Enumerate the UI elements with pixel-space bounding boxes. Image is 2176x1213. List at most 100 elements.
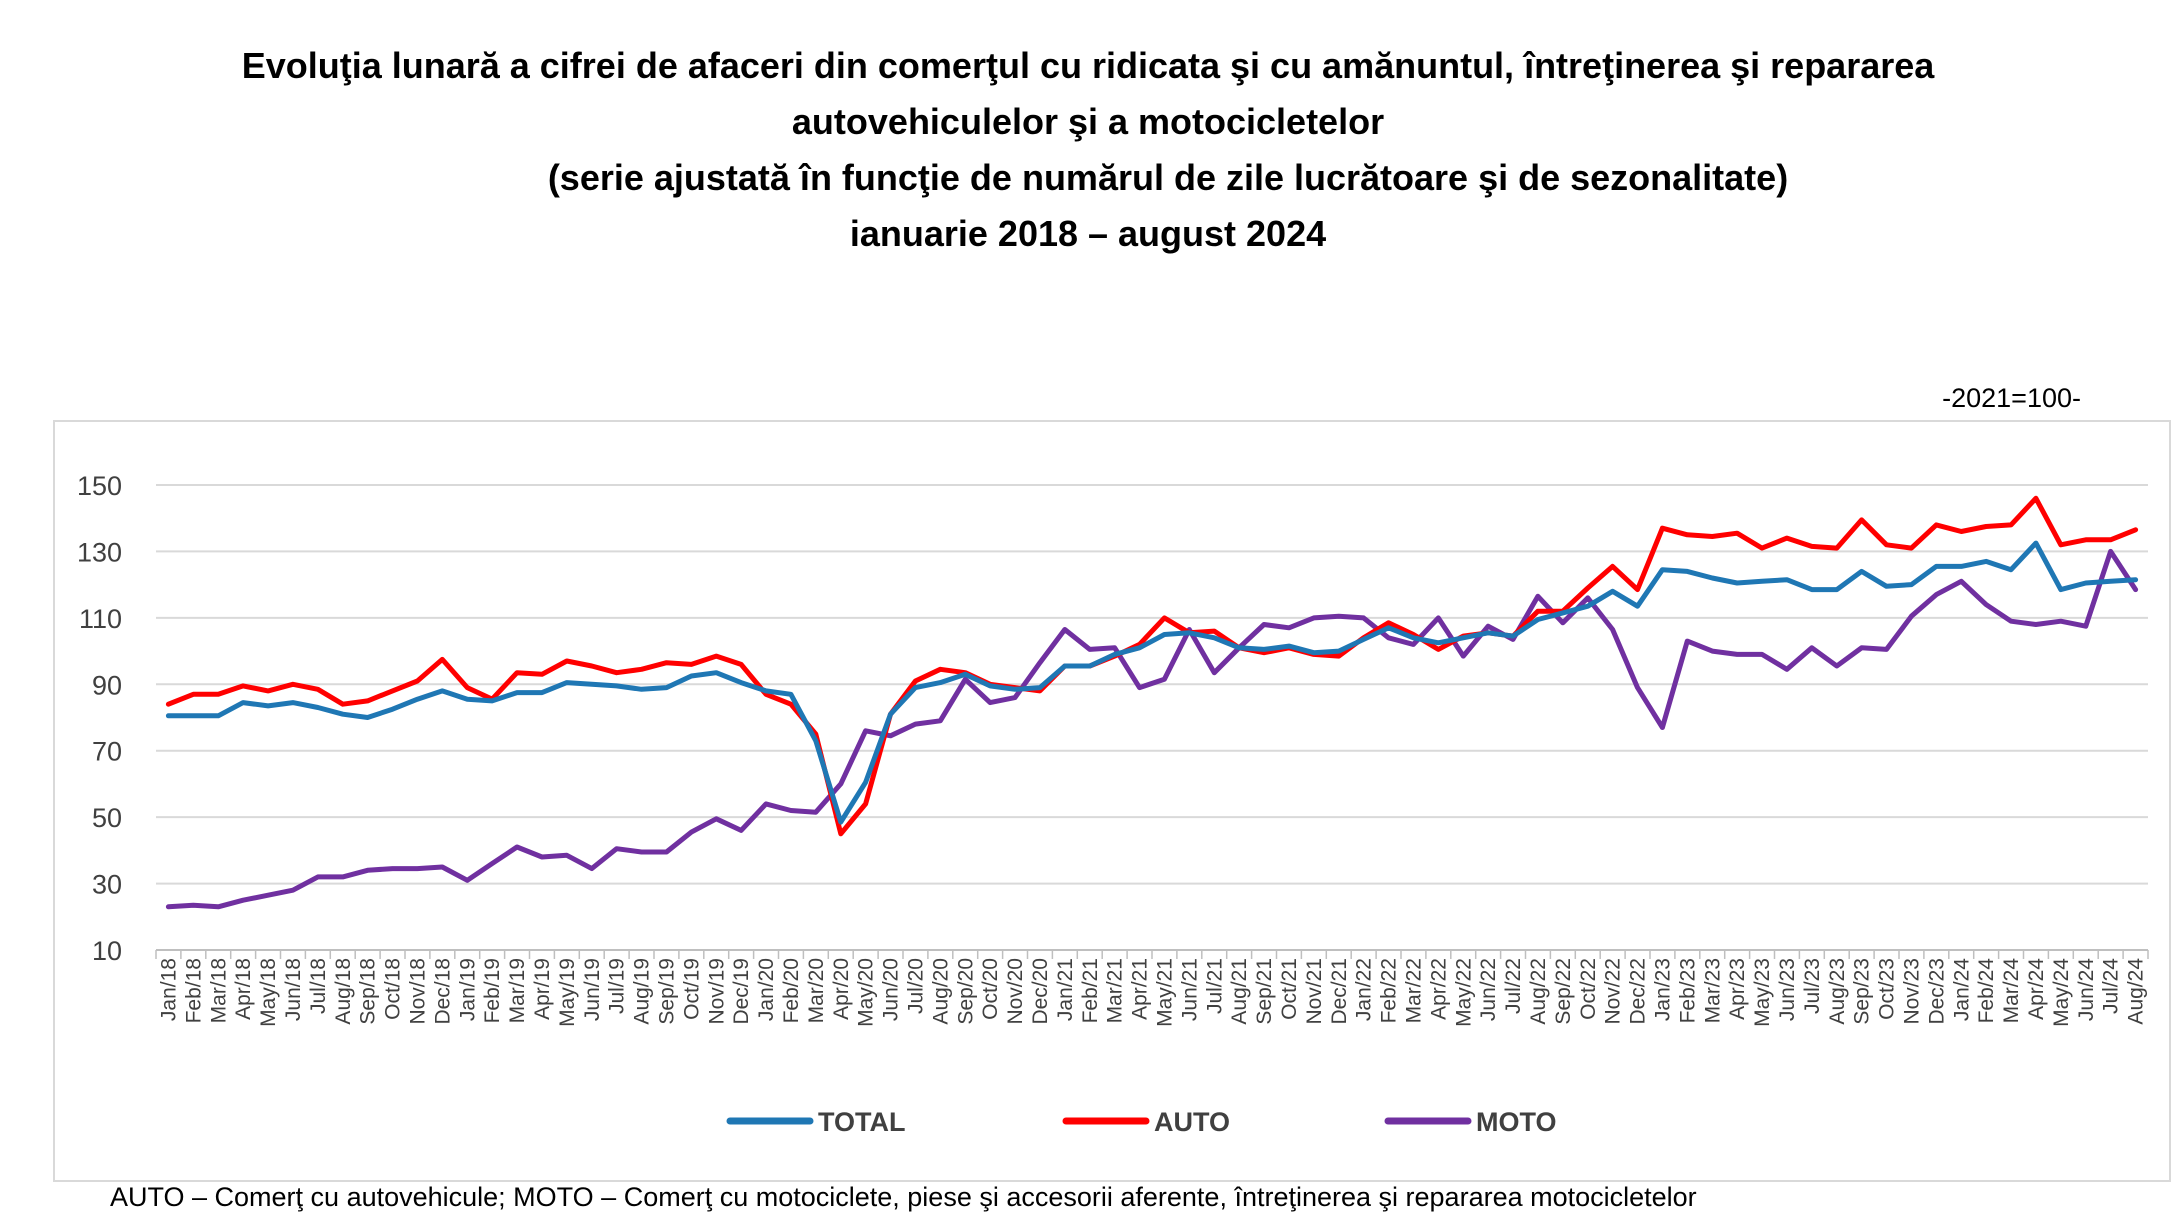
legend-item-moto: MOTO [1384, 1107, 1557, 1137]
x-tick-label: Apr/24 [2025, 958, 2048, 1020]
x-tick-label: Aug/24 [2125, 958, 2148, 1025]
x-tick-label: Jul/23 [1801, 958, 1824, 1014]
x-tick-label: Jul/20 [904, 958, 927, 1014]
x-tick-label: May/21 [1153, 958, 1176, 1027]
x-tick-label: Dec/19 [730, 958, 753, 1025]
y-tick-label: 150 [77, 471, 122, 501]
legend-item-total: TOTAL [726, 1107, 906, 1137]
x-tick-label: Nov/18 [406, 958, 429, 1025]
x-tick-label: Apr/21 [1129, 958, 1152, 1020]
y-tick-label: 90 [92, 670, 122, 700]
x-tick-label: Feb/20 [780, 958, 803, 1023]
x-tick-label: Mar/24 [2000, 958, 2023, 1024]
x-tick-label: Aug/23 [1826, 958, 1849, 1025]
y-tick-label: 50 [92, 803, 122, 833]
x-tick-label: Dec/22 [1627, 958, 1650, 1025]
x-tick-label: May/18 [257, 958, 280, 1027]
series-line-auto [165, 495, 2139, 837]
x-tick-label: Jan/19 [456, 958, 479, 1021]
x-tick-label: Mar/22 [1402, 958, 1425, 1023]
x-tick-label: Jul/24 [2100, 958, 2123, 1014]
x-tick-label: Feb/23 [1676, 958, 1699, 1023]
x-tick-label: Jun/21 [1178, 958, 1201, 1021]
legend-label: TOTAL [818, 1107, 906, 1137]
legend: TOTAL AUTO MOTO [726, 1107, 1557, 1137]
x-tick-label: Oct/19 [680, 958, 703, 1020]
footer-note: AUTO – Comerţ cu autovehicule; MOTO – Co… [110, 1182, 1697, 1212]
series-line-total [165, 540, 2139, 825]
x-tick-label: Oct/22 [1577, 958, 1600, 1020]
x-tick-label: Dec/20 [1029, 958, 1052, 1025]
series-line-moto [165, 548, 2139, 910]
legend-label: AUTO [1154, 1107, 1230, 1137]
x-tick-label: Jun/18 [282, 958, 305, 1021]
x-tick-label: Jul/18 [307, 958, 330, 1014]
x-tick-label: Jan/20 [755, 958, 778, 1021]
x-tick-label: Mar/23 [1701, 958, 1724, 1023]
x-tick-label: May/22 [1452, 958, 1475, 1027]
x-tick-label: Sep/23 [1851, 958, 1874, 1025]
x-tick-label: Sep/19 [655, 958, 678, 1025]
x-tick-label: Sep/18 [357, 958, 380, 1025]
x-tick-label: Jun/24 [2075, 958, 2098, 1021]
x-tick-label: Jul/19 [606, 958, 629, 1014]
x-tick-label: Jun/22 [1477, 958, 1500, 1021]
x-tick-label: Jan/18 [157, 958, 180, 1021]
x-tick-label: Sep/22 [1552, 958, 1575, 1025]
legend-item-auto: AUTO [1062, 1107, 1230, 1137]
x-tick-label: Oct/18 [382, 958, 405, 1020]
x-tick-label: May/24 [2050, 958, 2073, 1027]
x-tick-label: Nov/20 [1004, 958, 1027, 1025]
x-tick-label: Aug/22 [1527, 958, 1550, 1025]
x-tick-label: Nov/23 [1900, 958, 1923, 1025]
x-tick-label: Mar/20 [805, 958, 828, 1023]
title-line-3: (serie ajustată în funcţie de numărul de… [547, 157, 1789, 198]
x-tick-label: Dec/18 [431, 958, 454, 1025]
x-tick-label: Jul/22 [1502, 958, 1525, 1014]
x-tick-label: Apr/20 [830, 958, 853, 1020]
x-tick-label: May/19 [556, 958, 579, 1027]
x-tick-label: Apr/23 [1726, 958, 1749, 1020]
x-tick-label: Nov/21 [1303, 958, 1326, 1025]
x-tick-label: Mar/18 [207, 958, 230, 1023]
gridlines [156, 484, 2148, 885]
y-tick-label: 110 [79, 604, 122, 634]
chart-frame [53, 420, 2171, 1182]
y-tick-label: 30 [92, 870, 122, 900]
x-tick-label: Jun/19 [581, 958, 604, 1021]
x-tick-label: Feb/24 [1975, 958, 1998, 1024]
y-axis: 10 30 50 70 90 110 130 150 [77, 471, 122, 966]
y-tick-label: 70 [92, 737, 122, 767]
title-line-1: Evoluţia lunară a cifrei de afaceri din … [241, 45, 1935, 86]
x-tick-label: Jan/22 [1353, 958, 1376, 1021]
x-tick-label: Feb/19 [481, 958, 504, 1023]
x-tick-label: Jun/20 [880, 958, 903, 1021]
x-tick-label: Apr/18 [232, 958, 255, 1020]
x-tick-label: May/20 [855, 958, 878, 1027]
x-tick-label: Aug/21 [1228, 958, 1251, 1025]
x-tick-label: Aug/18 [332, 958, 355, 1025]
x-tick-label: Dec/21 [1328, 958, 1351, 1025]
x-tick-label: Apr/19 [531, 958, 554, 1020]
x-tick-label: Mar/21 [1104, 958, 1127, 1023]
base-year-note: -2021=100- [1942, 383, 2081, 413]
x-tick-label: Aug/20 [929, 958, 952, 1025]
x-tick-label: Sep/21 [1253, 958, 1276, 1025]
x-tick-label: Feb/22 [1378, 958, 1401, 1023]
x-tick-label: Jun/23 [1776, 958, 1799, 1021]
x-tick-label: Dec/23 [1925, 958, 1948, 1025]
x-tick-label: Oct/23 [1876, 958, 1899, 1020]
x-axis: Jan/18 Feb/18 Mar/18 Apr/18 May/18 Jun/18 Jul/… [155, 949, 2149, 1027]
series-lines [165, 495, 2139, 910]
x-tick-label: Oct/21 [1278, 958, 1301, 1020]
x-tick-label: Jan/24 [1950, 958, 1973, 1021]
x-tick-label: Jul/21 [1203, 958, 1226, 1014]
legend-label: MOTO [1476, 1107, 1557, 1137]
x-tick-label: Apr/22 [1427, 958, 1450, 1020]
x-tick-label: Jan/23 [1651, 958, 1674, 1021]
chart-title: Evoluţia lunară a cifrei de afaceri din … [0, 38, 2176, 262]
x-tick-label: Feb/21 [1079, 958, 1102, 1023]
x-tick-label: Aug/19 [631, 958, 654, 1025]
x-tick-label: Sep/20 [954, 958, 977, 1025]
